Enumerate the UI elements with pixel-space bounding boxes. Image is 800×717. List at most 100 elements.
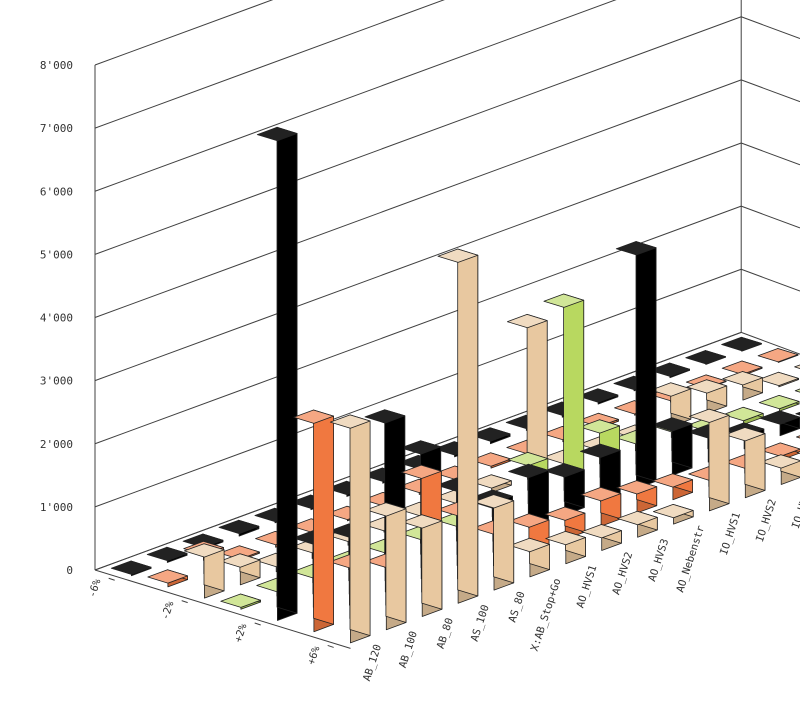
depth-axis-line — [94, 569, 351, 649]
x-tick-label: X:AB_Stop+Go — [529, 577, 564, 653]
bar — [617, 510, 658, 538]
bar — [760, 442, 800, 461]
bar-side-face — [708, 408, 730, 505]
bar-top-face — [400, 440, 442, 455]
gridline — [94, 0, 274, 66]
bar — [437, 248, 479, 604]
bar — [757, 348, 799, 363]
x-tick-label: AS_100 — [469, 603, 492, 643]
gridline — [94, 0, 445, 129]
bar-side-face — [493, 494, 515, 584]
bar-top-face — [218, 519, 260, 534]
gridline-side — [741, 331, 800, 355]
bar-top-face — [651, 417, 693, 432]
gridline — [94, 268, 742, 508]
bar — [760, 454, 800, 485]
gridline-side — [741, 142, 800, 166]
gridline-side — [741, 205, 800, 229]
bar — [581, 524, 622, 551]
bar — [544, 463, 585, 516]
bar-top-face — [724, 427, 766, 442]
bar — [651, 417, 693, 476]
bar-top-face — [650, 382, 692, 397]
bar — [471, 474, 512, 493]
x-tick-label: IO_HVS3 — [790, 485, 800, 531]
depth-tick-label: +6% — [305, 644, 322, 666]
bar-top-face — [685, 350, 726, 365]
chart-walls — [94, 0, 800, 571]
bar-top-face — [577, 388, 619, 403]
depth-tick-label: -2% — [159, 599, 176, 621]
bar-top-face — [617, 510, 658, 526]
bar-top-face — [652, 473, 693, 488]
y-tick-label: 3'000 — [40, 375, 73, 388]
bar — [506, 313, 548, 480]
bar-top-face — [653, 503, 694, 519]
bar-top-face — [795, 411, 800, 416]
bar — [509, 537, 550, 578]
bar-top-face — [364, 409, 406, 424]
bar-top-face — [579, 419, 620, 434]
bar-top-face — [219, 545, 260, 560]
bar-top-face — [182, 533, 224, 548]
bar-top-face — [509, 537, 550, 553]
bar — [723, 406, 764, 425]
y-axis: 0 1'000 2'000 3'000 4'000 5'000 6'000 7'000 8'00… — [40, 59, 73, 577]
bar-top-face — [507, 451, 549, 467]
bar — [721, 336, 762, 352]
bar-top-face — [401, 514, 443, 529]
bar-top-face — [758, 371, 799, 387]
bar-top-face — [796, 450, 800, 454]
y-tick-label: 2'000 — [40, 438, 73, 451]
bar — [759, 410, 800, 437]
bar-group — [110, 126, 800, 644]
bar — [650, 382, 692, 427]
bar-top-face — [580, 486, 622, 502]
bar-top-face — [508, 463, 549, 479]
x-tick-label: IO_HVS2 — [754, 498, 779, 544]
bar-top-face — [146, 546, 188, 561]
bar — [543, 293, 585, 491]
x-tick-label: AO_HVS2 — [610, 551, 635, 597]
bar — [473, 494, 515, 591]
bar — [218, 519, 260, 537]
bar — [722, 371, 763, 401]
gridline — [94, 142, 742, 382]
gridline — [94, 16, 742, 255]
bar — [469, 427, 511, 445]
bar-top-face — [723, 406, 764, 422]
depth-tick — [254, 622, 261, 626]
bar-top-face — [401, 464, 442, 479]
bar-top-face — [760, 442, 800, 457]
bar-side-face — [457, 248, 479, 597]
bar-top-face — [688, 408, 730, 423]
x-tick-label: AO_HVS1 — [574, 564, 599, 610]
bar-top-face — [757, 348, 799, 363]
x-tick-label: AO_HVS3 — [646, 537, 671, 583]
depth-tick-label: +2% — [232, 622, 249, 644]
bar-top-face — [329, 414, 371, 429]
bar — [293, 409, 335, 633]
bar — [329, 414, 371, 644]
bar — [110, 560, 152, 577]
bar — [685, 350, 726, 365]
bar-top-face — [649, 362, 690, 377]
y-tick-label: 7'000 — [40, 122, 73, 135]
y-tick-label: 5'000 — [40, 248, 73, 261]
bar — [794, 364, 800, 369]
bar — [758, 394, 800, 412]
bar — [219, 553, 261, 586]
bar — [652, 473, 693, 501]
bar — [688, 408, 730, 512]
bar-top-face — [758, 394, 800, 410]
bar-side-face — [276, 126, 298, 614]
y-tick-label: 8'000 — [40, 59, 73, 72]
bar-top-face — [473, 494, 515, 509]
bar-top-face — [365, 502, 407, 517]
bar — [653, 503, 694, 525]
bar — [580, 486, 622, 527]
bar — [758, 371, 799, 388]
bar-side-face — [526, 313, 548, 473]
depth-axis: -6% -2% +2% +6% — [86, 569, 351, 666]
x-tick-label: AO_Nebenstr — [674, 524, 707, 594]
